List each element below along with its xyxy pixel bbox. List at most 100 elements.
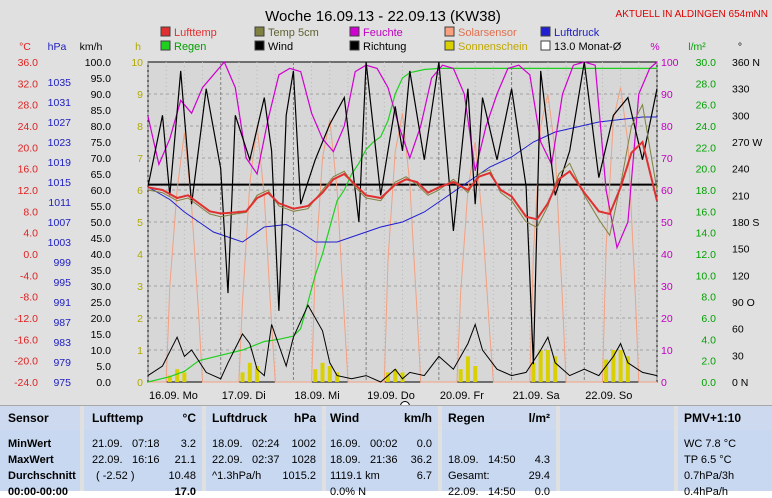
pressure-tick-label: 987: [53, 317, 71, 329]
regen-max-date: 18.09.: [448, 454, 479, 466]
direction-tick-label: 150: [732, 244, 750, 256]
lufttemp-avg-note: ( -2.52 ): [96, 470, 135, 482]
pmv-windchill: WC 7.8 °C: [684, 438, 737, 450]
temp-tick-label: 12.0: [18, 185, 39, 197]
humidity-tick-label: 0: [661, 377, 667, 389]
humidity-tick-label: 20: [661, 313, 673, 325]
humidity-tick-label: 30: [661, 281, 673, 293]
rain-tick-label: 6.0: [701, 313, 716, 325]
sunshine-bar: [545, 350, 550, 382]
direction-tick-label: 360 N: [732, 57, 760, 69]
wind-tick-label: 15.0: [91, 329, 112, 341]
sunshine-bar: [327, 366, 332, 382]
sunshine-bar: [313, 369, 318, 382]
pmv-header: PMV+1:10: [684, 411, 742, 425]
legend-swatch: [349, 26, 360, 37]
temp-tick-label: 28.0: [18, 100, 39, 112]
pmv-dewpoint: TP 6.5 °C: [684, 454, 732, 466]
richtung-line: [147, 61, 658, 365]
regen-last-value: 0.0: [534, 486, 550, 498]
temp-tick-label: 4.0: [23, 228, 38, 240]
regen-total-value: 29.4: [528, 470, 550, 482]
legend-swatch: [349, 40, 360, 51]
hours-tick-label: 7: [137, 153, 143, 165]
scroll-handle-icon[interactable]: [400, 401, 410, 406]
direction-unit-label: °: [738, 41, 742, 53]
regen-column: Regen l/m² 18.09. 14:50 4.3 Gesamt: 29.4…: [442, 406, 558, 498]
sunshine-bar: [553, 356, 558, 382]
pressure-tick-label: 1019: [48, 157, 72, 169]
regen-header: Regen: [448, 411, 485, 425]
sensor-header: Sensor: [8, 411, 49, 425]
wind-min-time: 00:02: [370, 438, 398, 450]
temp-tick-label: -24.0: [14, 377, 38, 389]
lufttemp-max-value: 21.1: [174, 454, 196, 466]
luftdruck-trend: ^1.3hPa/h: [212, 470, 262, 482]
hours-tick-label: 8: [137, 121, 143, 133]
pressure-unit-label: hPa: [48, 41, 67, 53]
legend-label: Temp 5cm: [268, 27, 319, 39]
hours-tick-label: 5: [137, 217, 143, 229]
legend-label: Feuchte: [363, 27, 403, 39]
legend-label: 13.0 Monat-Ø: [554, 41, 622, 53]
legend-swatch: [540, 40, 551, 51]
legend-label: Luftdruck: [554, 27, 600, 39]
wind-tick-label: 70.0: [91, 153, 112, 165]
pressure-tick-label: 1003: [48, 237, 72, 249]
temp-tick-label: -8.0: [20, 292, 38, 304]
wind-max-time: 21:36: [370, 454, 398, 466]
regen-total-label: Gesamt:: [448, 470, 490, 482]
temp-tick-label: 36.0: [18, 57, 39, 69]
temp5cm-line: [147, 103, 658, 237]
direction-tick-label: 30: [732, 350, 744, 362]
direction-tick-label: 300: [732, 110, 750, 122]
temp-tick-label: -4.0: [20, 270, 38, 282]
legend-label: Sonnenschein: [458, 41, 528, 53]
sunshine-bar: [393, 369, 398, 382]
sunshine-bar: [240, 372, 245, 382]
hours-tick-label: 1: [137, 345, 143, 357]
luftdruck-max-date: 22.09.: [212, 454, 243, 466]
pressure-tick-label: 1035: [48, 77, 72, 89]
direction-tick-label: 180 S: [732, 217, 759, 229]
humidity-tick-label: 60: [661, 185, 673, 197]
wind-unit: km/h: [403, 411, 432, 425]
temp-tick-label: -20.0: [14, 356, 38, 368]
direction-tick-label: 330: [732, 84, 750, 96]
humidity-tick-label: 70: [661, 153, 673, 165]
temp-tick-label: 32.0: [18, 78, 39, 90]
rain-unit-label: l/m²: [688, 41, 706, 53]
luftdruck-unit: hPa: [293, 411, 316, 425]
day-label: 21.09. Sa: [513, 390, 561, 402]
row-label-avg: Durchschnitt: [8, 470, 76, 482]
sensor-column: Sensor MinWert MaxWert Durchschnitt 00:0…: [0, 406, 82, 498]
luftdruck-avg-value: 1015.2: [282, 470, 316, 482]
rain-tick-label: 26.0: [696, 100, 717, 112]
solarsensor-line: [148, 87, 657, 383]
sunshine-bar: [167, 375, 172, 382]
sunshine-bar: [473, 366, 478, 382]
direction-tick-label: 0 N: [732, 377, 748, 389]
hours-tick-label: 9: [137, 89, 143, 101]
luftdruck-max-value: 1028: [291, 454, 316, 466]
sunshine-bar: [182, 372, 187, 382]
sunshine-bar: [385, 372, 390, 382]
lufttemp-column: Lufttemp °C 21.09. 07:18 3.2 22.09. 16:1…: [84, 406, 204, 498]
wind-tick-label: 35.0: [91, 265, 112, 277]
wind-tick-label: 0.0: [96, 377, 111, 389]
day-label: 18.09. Mi: [294, 390, 339, 402]
wind-min-value: 0.0: [416, 438, 432, 450]
humidity-tick-label: 40: [661, 249, 673, 261]
legend-swatch: [160, 40, 171, 51]
sunshine-bar: [458, 369, 463, 382]
direction-tick-label: 270 W: [732, 137, 762, 149]
sunshine-bar: [400, 372, 405, 382]
regen-unit: l/m²: [528, 411, 550, 425]
rain-tick-label: 12.0: [696, 249, 717, 261]
rain-tick-label: 2.0: [701, 356, 716, 368]
temp-tick-label: 0.0: [23, 249, 38, 261]
sunshine-bar: [465, 356, 470, 382]
wind-min-date: 16.09.: [330, 438, 361, 450]
regen-last-date: 22.09.: [448, 486, 479, 498]
wind-tick-label: 85.0: [91, 105, 112, 117]
